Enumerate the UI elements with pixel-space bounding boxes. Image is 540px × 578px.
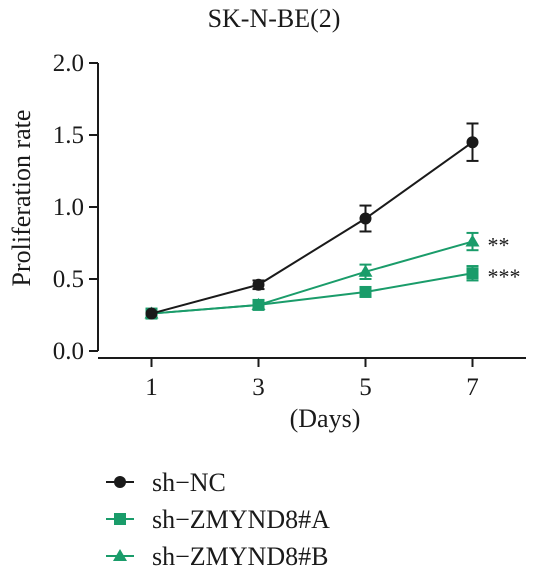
x-axis-label: (Days) <box>290 404 361 433</box>
x-tick-label: 7 <box>466 374 479 401</box>
y-tick-label: 0.0 <box>53 338 84 365</box>
data-point <box>252 278 265 291</box>
plot-area: ***** <box>144 122 521 320</box>
y-tick-label: 1.5 <box>53 122 84 149</box>
series-line <box>151 272 473 315</box>
data-point <box>359 285 372 298</box>
data-point <box>359 212 372 225</box>
significance-label: *** <box>488 264 521 289</box>
axes: 0.0 0.5 1.0 1.5 2.0 1 3 5 7 <box>53 50 526 401</box>
legend-item-1: sh−ZMYND8#A <box>106 505 330 534</box>
x-tick-label: 5 <box>359 374 372 401</box>
legend-marker <box>114 513 126 525</box>
data-point <box>466 136 479 149</box>
data-point <box>145 307 158 320</box>
legend-label: sh−ZMYND8#A <box>152 505 330 534</box>
legend-item-2: sh−ZMYND8#B <box>106 542 328 571</box>
legend: sh−NC sh−ZMYND8#A sh−ZMYND8#B <box>106 468 330 571</box>
legend-marker <box>113 549 127 561</box>
legend-item-0: sh−NC <box>106 468 226 497</box>
data-point <box>465 234 480 247</box>
legend-label: sh−NC <box>152 468 226 497</box>
x-tick-label: 3 <box>252 374 265 401</box>
chart-title: SK-N-BE(2) <box>208 4 341 33</box>
data-point <box>466 267 479 280</box>
series-line <box>151 141 474 315</box>
series-1: *** <box>145 264 521 320</box>
y-tick-label: 1.0 <box>53 194 84 221</box>
y-tick-label: 0.5 <box>53 266 84 293</box>
x-tick-label: 1 <box>145 374 158 401</box>
significance-label: ** <box>488 233 510 258</box>
legend-label: sh−ZMYND8#B <box>152 542 328 571</box>
series-line <box>151 240 473 315</box>
y-tick-label: 2.0 <box>53 50 84 77</box>
data-point <box>251 297 266 310</box>
y-axis-label: Proliferation rate <box>7 110 36 287</box>
legend-marker <box>114 476 126 488</box>
series-0 <box>145 122 479 320</box>
series-2: ** <box>144 231 510 319</box>
data-point <box>358 264 373 277</box>
